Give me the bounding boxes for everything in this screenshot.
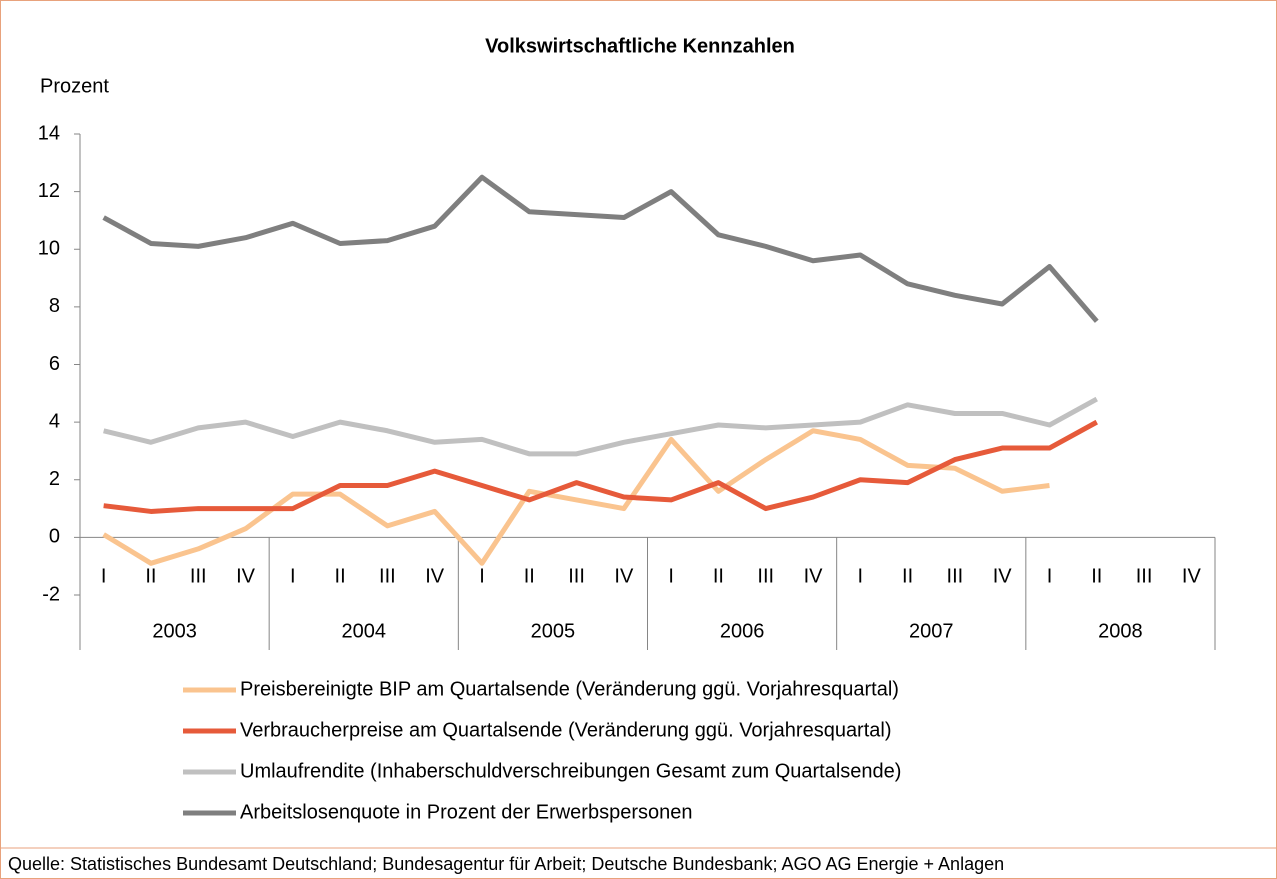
x-tick-label: II bbox=[145, 565, 156, 587]
series-line bbox=[102, 174, 1099, 323]
y-tick-label: 12 bbox=[38, 180, 60, 202]
x-tick-label: II bbox=[1091, 565, 1102, 587]
x-group-label: 2008 bbox=[1098, 620, 1143, 642]
x-group-label: 2007 bbox=[909, 620, 954, 642]
x-tick-label: IV bbox=[804, 565, 824, 587]
x-tick-label: III bbox=[190, 565, 207, 587]
source: Quelle: Statistisches Bundesamt Deutschl… bbox=[8, 854, 1004, 874]
x-tick-label: I bbox=[1047, 565, 1053, 587]
legend-label: Arbeitslosenquote in Prozent der Erwerbs… bbox=[240, 801, 692, 823]
x-tick-label: I bbox=[668, 565, 674, 587]
x-group-label: 2003 bbox=[152, 620, 197, 642]
y-tick-label: -2 bbox=[42, 583, 60, 605]
x-tick-label: I bbox=[290, 565, 296, 587]
x-tick-label: IV bbox=[1182, 565, 1202, 587]
x-tick-label: II bbox=[524, 565, 535, 587]
y-tick-label: 10 bbox=[38, 238, 60, 260]
legend-label: Umlaufrendite (Inhaberschuldverschreibun… bbox=[240, 760, 901, 782]
series-line bbox=[103, 396, 1098, 457]
y-axis-label: Prozent bbox=[40, 75, 109, 97]
x-group-label: 2006 bbox=[720, 620, 765, 642]
x-group-label: 2005 bbox=[531, 620, 576, 642]
series-line bbox=[102, 428, 1050, 566]
y-tick-label: 4 bbox=[49, 410, 60, 432]
legend-label: Verbraucherpreise am Quartalsende (Verän… bbox=[240, 719, 892, 741]
x-tick-label: III bbox=[568, 565, 585, 587]
y-tick-label: 6 bbox=[49, 353, 60, 375]
x-tick-label: IV bbox=[993, 565, 1013, 587]
chart-title: Volkswirtschaftliche Kennzahlen bbox=[485, 35, 795, 57]
x-tick-label: IV bbox=[425, 565, 445, 587]
x-tick-label: III bbox=[757, 565, 774, 587]
y-tick-label: 14 bbox=[38, 122, 60, 144]
series-line bbox=[103, 419, 1098, 514]
x-tick-label: I bbox=[479, 565, 485, 587]
legend-label: Preisbereinigte BIP am Quartalsende (Ver… bbox=[240, 678, 899, 700]
x-group-label: 2004 bbox=[342, 620, 387, 642]
x-tick-label: III bbox=[1136, 565, 1153, 587]
x-tick-label: II bbox=[902, 565, 913, 587]
x-tick-label: II bbox=[335, 565, 346, 587]
x-tick-label: IV bbox=[614, 565, 634, 587]
x-tick-label: IV bbox=[236, 565, 256, 587]
x-tick-label: II bbox=[713, 565, 724, 587]
x-tick-label: III bbox=[379, 565, 396, 587]
x-tick-label: I bbox=[101, 565, 107, 587]
y-tick-label: 8 bbox=[49, 295, 60, 317]
y-tick-label: 0 bbox=[49, 526, 60, 548]
y-tick-label: 2 bbox=[49, 468, 60, 490]
x-tick-label: III bbox=[947, 565, 964, 587]
x-tick-label: I bbox=[858, 565, 864, 587]
